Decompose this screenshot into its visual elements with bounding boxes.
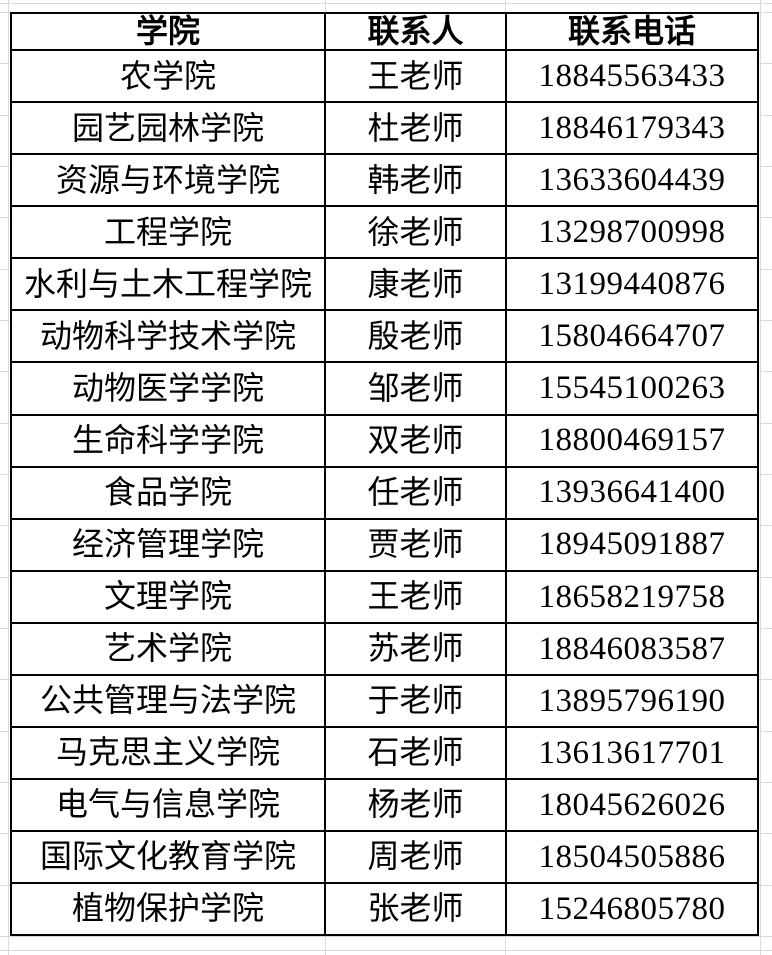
- table-row: 动物医学学院 邹老师 15545100263: [10, 361, 759, 416]
- contact-person-cell[interactable]: 张老师: [324, 881, 507, 937]
- table-row: 植物保护学院 张老师 15246805780: [10, 881, 759, 937]
- college-cell[interactable]: 食品学院: [10, 465, 326, 520]
- college-cell[interactable]: 资源与环境学院: [10, 153, 326, 208]
- table-row: 资源与环境学院 韩老师 13633604439: [10, 153, 759, 208]
- college-cell[interactable]: 工程学院: [10, 205, 326, 260]
- phone-number-cell[interactable]: 13613617701: [505, 725, 759, 780]
- college-cell[interactable]: 动物科学技术学院: [10, 309, 326, 364]
- phone-number-cell[interactable]: 15545100263: [505, 361, 759, 416]
- phone-number-cell[interactable]: 13633604439: [505, 153, 759, 208]
- college-cell[interactable]: 公共管理与法学院: [10, 673, 326, 728]
- gridline: [0, 936, 772, 937]
- contact-person-cell[interactable]: 殷老师: [324, 309, 507, 364]
- college-cell[interactable]: 国际文化教育学院: [10, 829, 326, 884]
- table-row: 国际文化教育学院 周老师 18504505886: [10, 829, 759, 884]
- college-cell[interactable]: 艺术学院: [10, 621, 326, 676]
- table-row: 公共管理与法学院 于老师 13895796190: [10, 673, 759, 728]
- college-cell[interactable]: 农学院: [10, 49, 326, 104]
- table-row: 马克思主义学院 石老师 13613617701: [10, 725, 759, 780]
- table-body: 农学院 王老师 18845563433 园艺园林学院 杜老师 188461793…: [10, 49, 759, 937]
- phone-number-cell[interactable]: 13895796190: [505, 673, 759, 728]
- table-row: 农学院 王老师 18845563433: [10, 49, 759, 104]
- phone-number-cell[interactable]: 18504505886: [505, 829, 759, 884]
- gridline: [760, 0, 761, 955]
- gridline: [0, 3, 772, 4]
- phone-number-cell[interactable]: 18945091887: [505, 517, 759, 572]
- table-row: 食品学院 任老师 13936641400: [10, 465, 759, 520]
- contact-person-cell[interactable]: 石老师: [324, 725, 507, 780]
- gridline: [8, 0, 9, 955]
- phone-number-cell[interactable]: 18045626026: [505, 777, 759, 832]
- college-cell[interactable]: 园艺园林学院: [10, 101, 326, 156]
- college-cell[interactable]: 马克思主义学院: [10, 725, 326, 780]
- college-cell[interactable]: 生命科学学院: [10, 413, 326, 468]
- phone-number-cell[interactable]: 13936641400: [505, 465, 759, 520]
- contact-person-cell[interactable]: 王老师: [324, 49, 507, 104]
- college-cell[interactable]: 动物医学学院: [10, 361, 326, 416]
- gridline: [0, 950, 772, 951]
- table-row: 电气与信息学院 杨老师 18045626026: [10, 777, 759, 832]
- table-row: 生命科学学院 双老师 18800469157: [10, 413, 759, 468]
- contact-person-cell[interactable]: 苏老师: [324, 621, 507, 676]
- header-row: 学院 联系人 联系电话: [10, 11, 759, 52]
- phone-number-cell[interactable]: 18846083587: [505, 621, 759, 676]
- college-cell[interactable]: 经济管理学院: [10, 517, 326, 572]
- contact-person-cell[interactable]: 周老师: [324, 829, 507, 884]
- table-row: 艺术学院 苏老师 18846083587: [10, 621, 759, 676]
- contact-person-cell[interactable]: 徐老师: [324, 205, 507, 260]
- table-row: 工程学院 徐老师 13298700998: [10, 205, 759, 260]
- table-row: 经济管理学院 贾老师 18945091887: [10, 517, 759, 572]
- phone-number-cell[interactable]: 15246805780: [505, 881, 759, 937]
- table-row: 园艺园林学院 杜老师 18846179343: [10, 101, 759, 156]
- contact-person-cell[interactable]: 贾老师: [324, 517, 507, 572]
- table-row: 文理学院 王老师 18658219758: [10, 569, 759, 624]
- college-cell[interactable]: 植物保护学院: [10, 881, 326, 937]
- phone-number-cell[interactable]: 13199440876: [505, 257, 759, 312]
- contact-person-cell[interactable]: 双老师: [324, 413, 507, 468]
- college-cell[interactable]: 文理学院: [10, 569, 326, 624]
- contact-person-cell[interactable]: 杨老师: [324, 777, 507, 832]
- contact-person-cell[interactable]: 邹老师: [324, 361, 507, 416]
- phone-number-cell[interactable]: 18658219758: [505, 569, 759, 624]
- column-header-college[interactable]: 学院: [10, 11, 326, 52]
- contact-person-cell[interactable]: 康老师: [324, 257, 507, 312]
- table-row: 动物科学技术学院 殷老师 15804664707: [10, 309, 759, 364]
- contact-person-cell[interactable]: 韩老师: [324, 153, 507, 208]
- phone-number-cell[interactable]: 13298700998: [505, 205, 759, 260]
- contact-person-cell[interactable]: 于老师: [324, 673, 507, 728]
- college-cell[interactable]: 电气与信息学院: [10, 777, 326, 832]
- phone-number-cell[interactable]: 18846179343: [505, 101, 759, 156]
- phone-number-cell[interactable]: 18800469157: [505, 413, 759, 468]
- table-row: 水利与土木工程学院 康老师 13199440876: [10, 257, 759, 312]
- column-header-contact-person[interactable]: 联系人: [324, 11, 507, 52]
- contact-person-cell[interactable]: 王老师: [324, 569, 507, 624]
- contact-person-cell[interactable]: 任老师: [324, 465, 507, 520]
- college-cell[interactable]: 水利与土木工程学院: [10, 257, 326, 312]
- column-header-phone[interactable]: 联系电话: [505, 11, 759, 52]
- contact-table: 学院 联系人 联系电话 农学院 王老师 18845563433 园艺园林学院 杜…: [10, 11, 759, 937]
- phone-number-cell[interactable]: 15804664707: [505, 309, 759, 364]
- phone-number-cell[interactable]: 18845563433: [505, 49, 759, 104]
- contact-person-cell[interactable]: 杜老师: [324, 101, 507, 156]
